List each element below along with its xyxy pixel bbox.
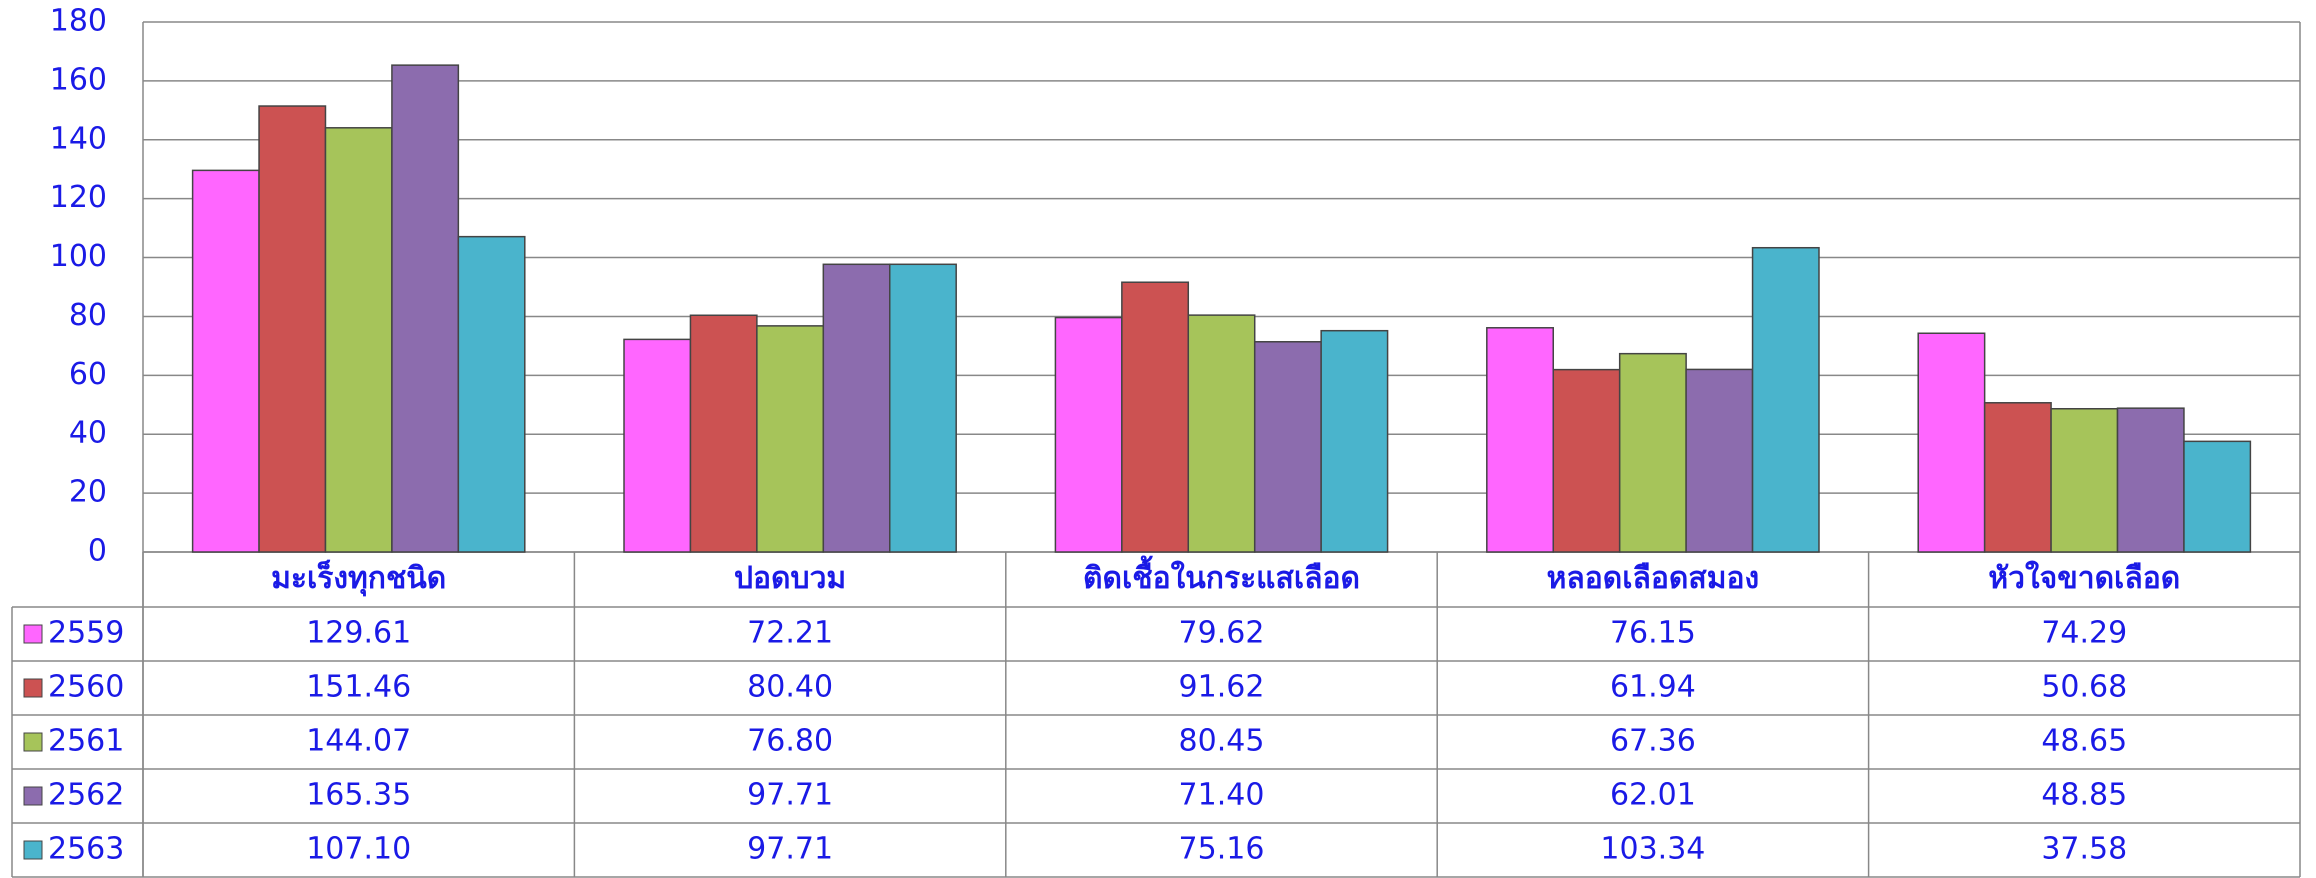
data-label: 165.35 xyxy=(306,778,411,813)
bar xyxy=(889,263,957,553)
bar xyxy=(1121,281,1190,553)
legend-swatch xyxy=(23,624,43,644)
bar xyxy=(1253,341,1322,553)
data-label: 79.62 xyxy=(1179,616,1265,651)
data-label: 129.61 xyxy=(306,616,411,651)
data-label: 151.46 xyxy=(306,670,411,705)
bar xyxy=(457,235,526,553)
bar xyxy=(191,169,260,553)
data-label: 91.62 xyxy=(1179,670,1265,705)
legend-label: 2559 xyxy=(48,616,124,651)
data-label: 76.15 xyxy=(1610,616,1696,651)
y-tick-label: 120 xyxy=(50,180,107,215)
bar xyxy=(1685,368,1754,553)
data-label: 97.71 xyxy=(747,778,833,813)
x-tick-label: หลอดเลือดสมอง xyxy=(1547,561,1760,596)
y-tick-label: 100 xyxy=(50,239,107,274)
y-tick-label: 140 xyxy=(50,121,107,156)
y-tick-label: 40 xyxy=(69,416,107,451)
bar xyxy=(258,105,327,553)
bar xyxy=(1983,402,2052,553)
data-label: 80.45 xyxy=(1179,724,1265,759)
bar xyxy=(1618,352,1687,553)
data-label: 67.36 xyxy=(1610,724,1696,759)
bar xyxy=(1187,314,1256,553)
x-tick-label: หัวใจขาดเลือด xyxy=(1988,560,2180,596)
bar xyxy=(1320,329,1389,553)
y-tick-label: 180 xyxy=(50,4,107,39)
data-label: 48.85 xyxy=(2041,778,2127,813)
legend-swatch xyxy=(23,786,43,806)
bar xyxy=(1552,368,1621,553)
data-label: 107.10 xyxy=(306,832,411,867)
legend-label: 2562 xyxy=(48,778,124,813)
data-label: 80.40 xyxy=(747,670,833,705)
data-label: 76.80 xyxy=(747,724,833,759)
x-tick-label: ติดเชื้อในกระแสเลือด xyxy=(1083,555,1360,596)
data-label: 71.40 xyxy=(1179,778,1265,813)
data-label: 72.21 xyxy=(747,616,833,651)
bar xyxy=(2050,408,2119,553)
legend-swatch xyxy=(23,840,43,860)
x-tick-label: ปอดบวม xyxy=(734,561,846,596)
bar xyxy=(1917,332,1986,553)
bar xyxy=(2116,407,2185,553)
bar xyxy=(1486,327,1554,553)
data-label: 48.65 xyxy=(2041,724,2127,759)
bar xyxy=(391,64,460,553)
bar xyxy=(623,338,692,553)
bar xyxy=(2183,440,2252,553)
bar xyxy=(689,314,758,553)
bar xyxy=(756,325,825,553)
y-tick-label: 20 xyxy=(69,475,107,510)
y-tick-label: 60 xyxy=(69,357,107,392)
bar xyxy=(1054,316,1123,553)
x-tick-label: มะเร็งทุกชนิด xyxy=(271,559,446,597)
bar xyxy=(324,127,393,553)
data-label: 50.68 xyxy=(2041,670,2127,705)
legend-label: 2560 xyxy=(48,670,124,705)
y-tick-label: 160 xyxy=(50,62,107,97)
bar xyxy=(1751,246,1820,553)
data-label: 144.07 xyxy=(306,724,411,759)
bar xyxy=(822,263,891,553)
legend-swatch xyxy=(23,678,43,698)
data-label: 62.01 xyxy=(1610,778,1696,813)
legend-swatch xyxy=(23,732,43,752)
legend-label: 2563 xyxy=(48,832,124,867)
y-tick-label: 80 xyxy=(69,298,107,333)
data-label: 74.29 xyxy=(2041,616,2127,651)
data-label: 37.58 xyxy=(2041,832,2127,867)
data-label: 61.94 xyxy=(1610,670,1696,705)
data-label: 103.34 xyxy=(1600,832,1705,867)
legend-label: 2561 xyxy=(48,724,124,759)
y-tick-label: 0 xyxy=(88,534,107,569)
data-label: 75.16 xyxy=(1179,832,1265,867)
data-label: 97.71 xyxy=(747,832,833,867)
